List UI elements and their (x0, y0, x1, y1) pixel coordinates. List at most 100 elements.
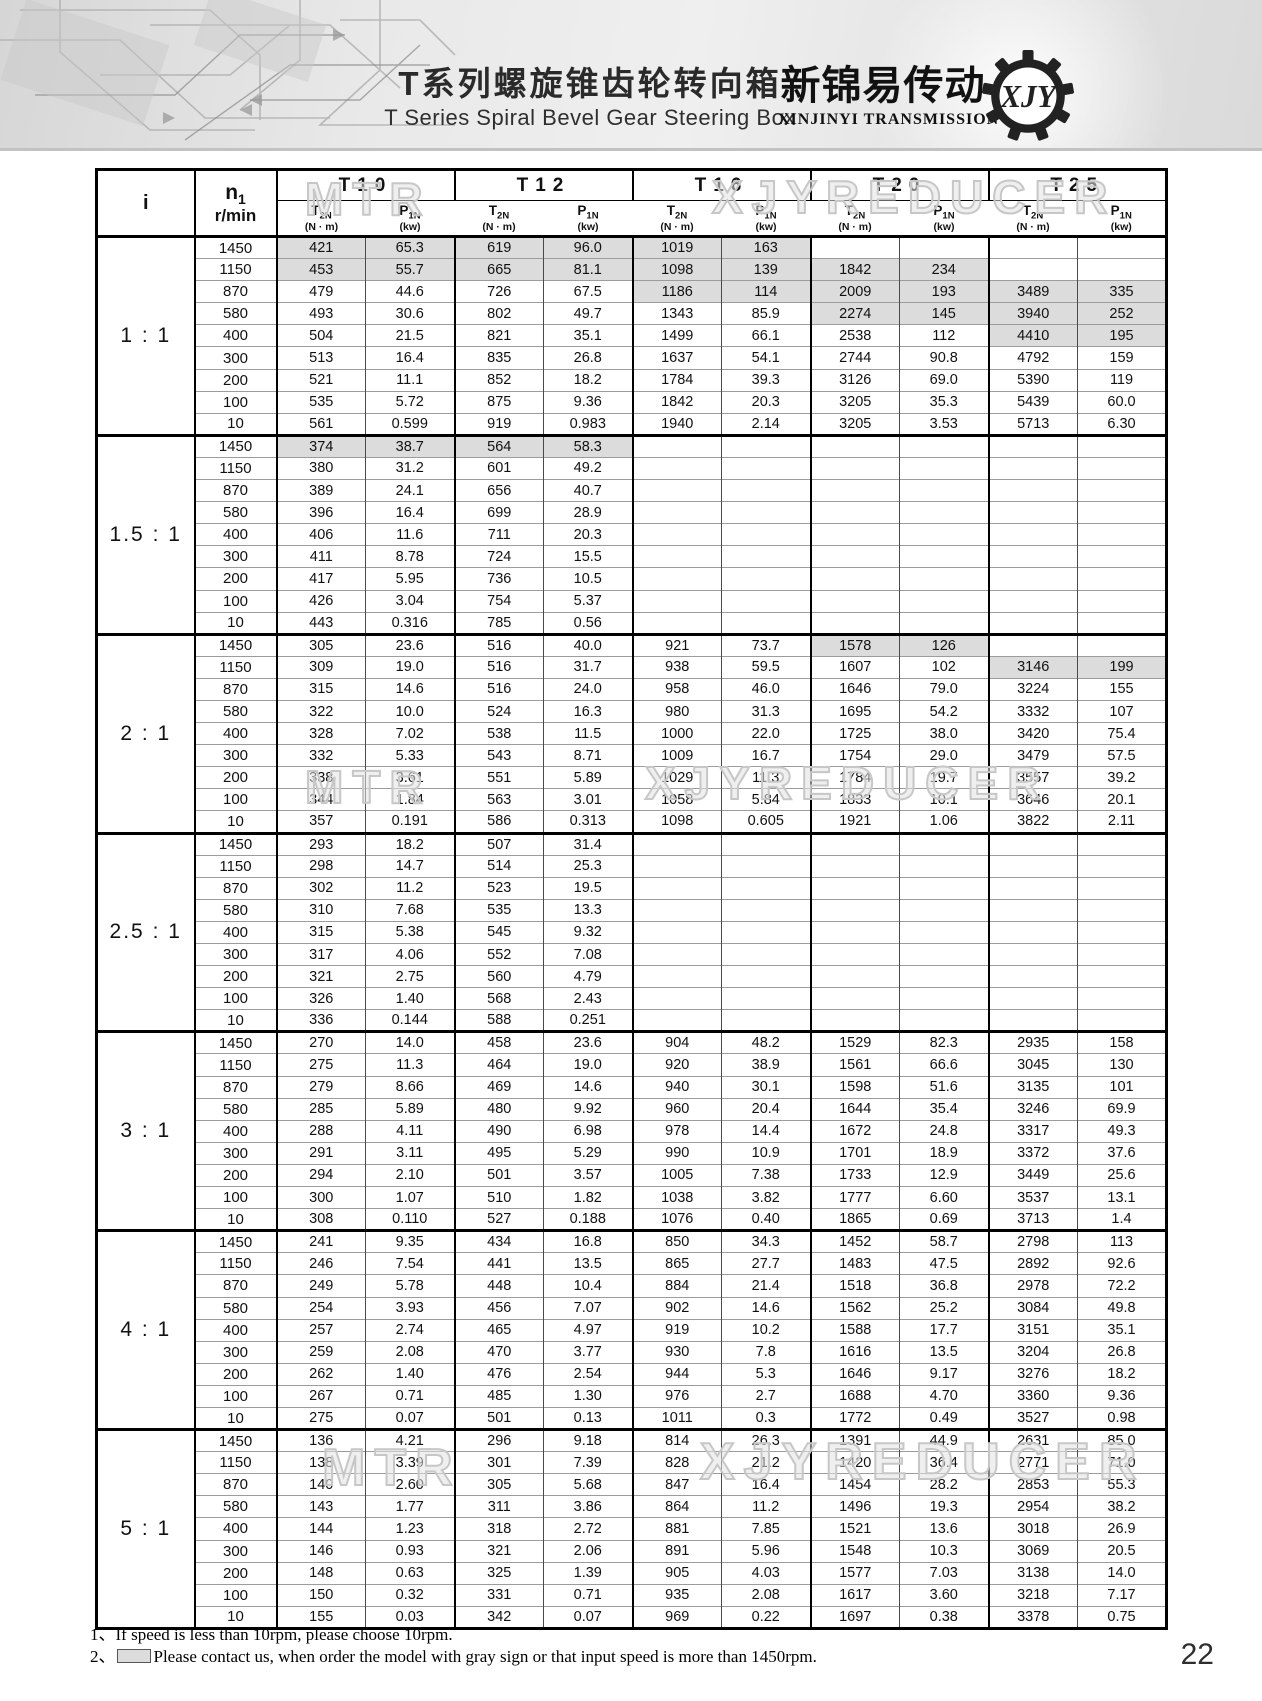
value-cell: 3.93 (365, 1296, 456, 1320)
value-cell: 921 (631, 632, 722, 657)
value-cell: 38.9 (721, 1053, 812, 1077)
value-cell: 3151 (987, 1318, 1078, 1342)
speed-cell: 400 (194, 1119, 278, 1143)
table-row: 1150 298 14.7 514 25.3 (97, 854, 1168, 878)
value-cell: 3.60 (899, 1583, 990, 1607)
value-cell: 20.3 (721, 390, 812, 414)
value-cell: 1865 (809, 1208, 900, 1231)
value-cell: 619 (453, 234, 544, 259)
value-cell (809, 1009, 900, 1032)
value-cell: 1005 (631, 1163, 722, 1187)
value-cell: 490 (453, 1119, 544, 1143)
value-cell: 1.30 (543, 1384, 634, 1408)
value-cell: 25.6 (1077, 1163, 1168, 1187)
table-row: 300 332 5.33 543 8.71 1009 16.7 1754 29.0 3479 57.… (97, 744, 1168, 767)
speed-cell: 200 (194, 1561, 278, 1585)
value-cell: 835 (453, 346, 544, 370)
value-cell: 1842 (631, 390, 722, 414)
value-cell (899, 545, 990, 568)
value-cell: 49.2 (543, 456, 634, 480)
value-cell: 336 (275, 1009, 366, 1032)
value-cell: 291 (275, 1141, 366, 1165)
value-cell: 2853 (987, 1473, 1078, 1496)
value-cell (899, 965, 990, 988)
speed-cell: 1150 (194, 1451, 278, 1474)
speed-cell: 580 (194, 699, 278, 723)
value-cell (899, 854, 990, 878)
value-cell (1077, 479, 1168, 502)
table-row: 580 322 10.0 524 16.3 980 31.3 1695 54.2 3332 107 (97, 699, 1168, 723)
value-cell: 9.36 (1077, 1384, 1168, 1408)
value-cell: 1940 (631, 412, 722, 436)
footnote-index: 1、 (90, 1625, 116, 1644)
brand-name-english: XINJINYI TRANSMISSION (778, 111, 1000, 128)
value-cell: 0.605 (721, 810, 812, 834)
value-cell: 150 (275, 1583, 366, 1607)
speed-cell: 400 (194, 920, 278, 944)
table-row: 100 267 0.71 485 1.30 976 2.7 1688 4.70 3360 9.36 (97, 1384, 1168, 1408)
value-cell: 1777 (809, 1186, 900, 1209)
value-cell: 3.11 (365, 1141, 456, 1165)
value-cell (1077, 987, 1168, 1010)
value-cell: 35.1 (1077, 1318, 1168, 1342)
value-cell: 2.11 (1077, 810, 1168, 834)
value-cell: 1784 (809, 766, 900, 789)
value-cell: 193 (899, 280, 990, 303)
value-cell: 13.6 (899, 1517, 990, 1541)
value-cell: 601 (453, 456, 544, 480)
value-cell: 1420 (809, 1451, 900, 1474)
value-cell (721, 456, 812, 480)
value-cell: 49.3 (1077, 1119, 1168, 1143)
value-cell: 3.39 (365, 1451, 456, 1474)
value-cell: 980 (631, 699, 722, 723)
value-cell: 47.5 (899, 1252, 990, 1275)
value-cell (809, 987, 900, 1010)
value-cell: 9.36 (543, 390, 634, 414)
value-cell (631, 456, 722, 480)
value-cell: 38.7 (365, 433, 456, 458)
value-cell: 0.69 (899, 1208, 990, 1231)
value-cell: 847 (631, 1473, 722, 1496)
value-cell: 7.68 (365, 898, 456, 922)
spec-table: i n1 r/min T10 T12 T16 T20 T25 T2N (N · m… (95, 168, 1168, 1630)
value-cell: 16.4 (365, 346, 456, 370)
speed-cell: 300 (194, 545, 278, 568)
value-cell (809, 479, 900, 502)
value-cell: 0.191 (365, 810, 456, 834)
value-cell: 66.6 (899, 1053, 990, 1077)
value-cell: 35.1 (543, 324, 634, 347)
value-cell: 1637 (631, 346, 722, 370)
value-cell: 338 (275, 766, 366, 789)
value-cell: 19.0 (365, 655, 456, 679)
value-cell: 821 (453, 324, 544, 347)
speed-cell: 1450 (194, 234, 278, 259)
value-cell: 3822 (987, 810, 1078, 834)
value-cell: 1000 (631, 722, 722, 745)
value-cell: 0.71 (365, 1384, 456, 1408)
value-cell (721, 831, 812, 856)
value-cell: 504 (275, 324, 366, 347)
value-cell (721, 479, 812, 502)
value-cell: 332 (275, 744, 366, 767)
speed-cell: 1150 (194, 655, 278, 679)
value-cell (899, 876, 990, 900)
value-cell: 0.251 (543, 1009, 634, 1032)
value-cell: 3479 (987, 744, 1078, 767)
value-cell: 29.0 (899, 744, 990, 767)
value-cell: 561 (275, 412, 366, 436)
speed-cell: 580 (194, 302, 278, 325)
value-cell: 1.4 (1077, 1208, 1168, 1231)
value-cell: 102 (899, 655, 990, 679)
value-cell (721, 567, 812, 590)
value-cell: 1672 (809, 1119, 900, 1143)
value-cell: 309 (275, 655, 366, 679)
value-cell: 711 (453, 523, 544, 546)
value-cell (1077, 831, 1168, 856)
value-cell: 16.7 (721, 744, 812, 767)
value-cell: 335 (1077, 280, 1168, 303)
value-cell (809, 433, 900, 458)
value-cell: 884 (631, 1274, 722, 1297)
value-cell: 560 (453, 965, 544, 988)
table-row: 1150 380 31.2 601 49.2 (97, 456, 1168, 480)
value-cell: 285 (275, 1097, 366, 1121)
